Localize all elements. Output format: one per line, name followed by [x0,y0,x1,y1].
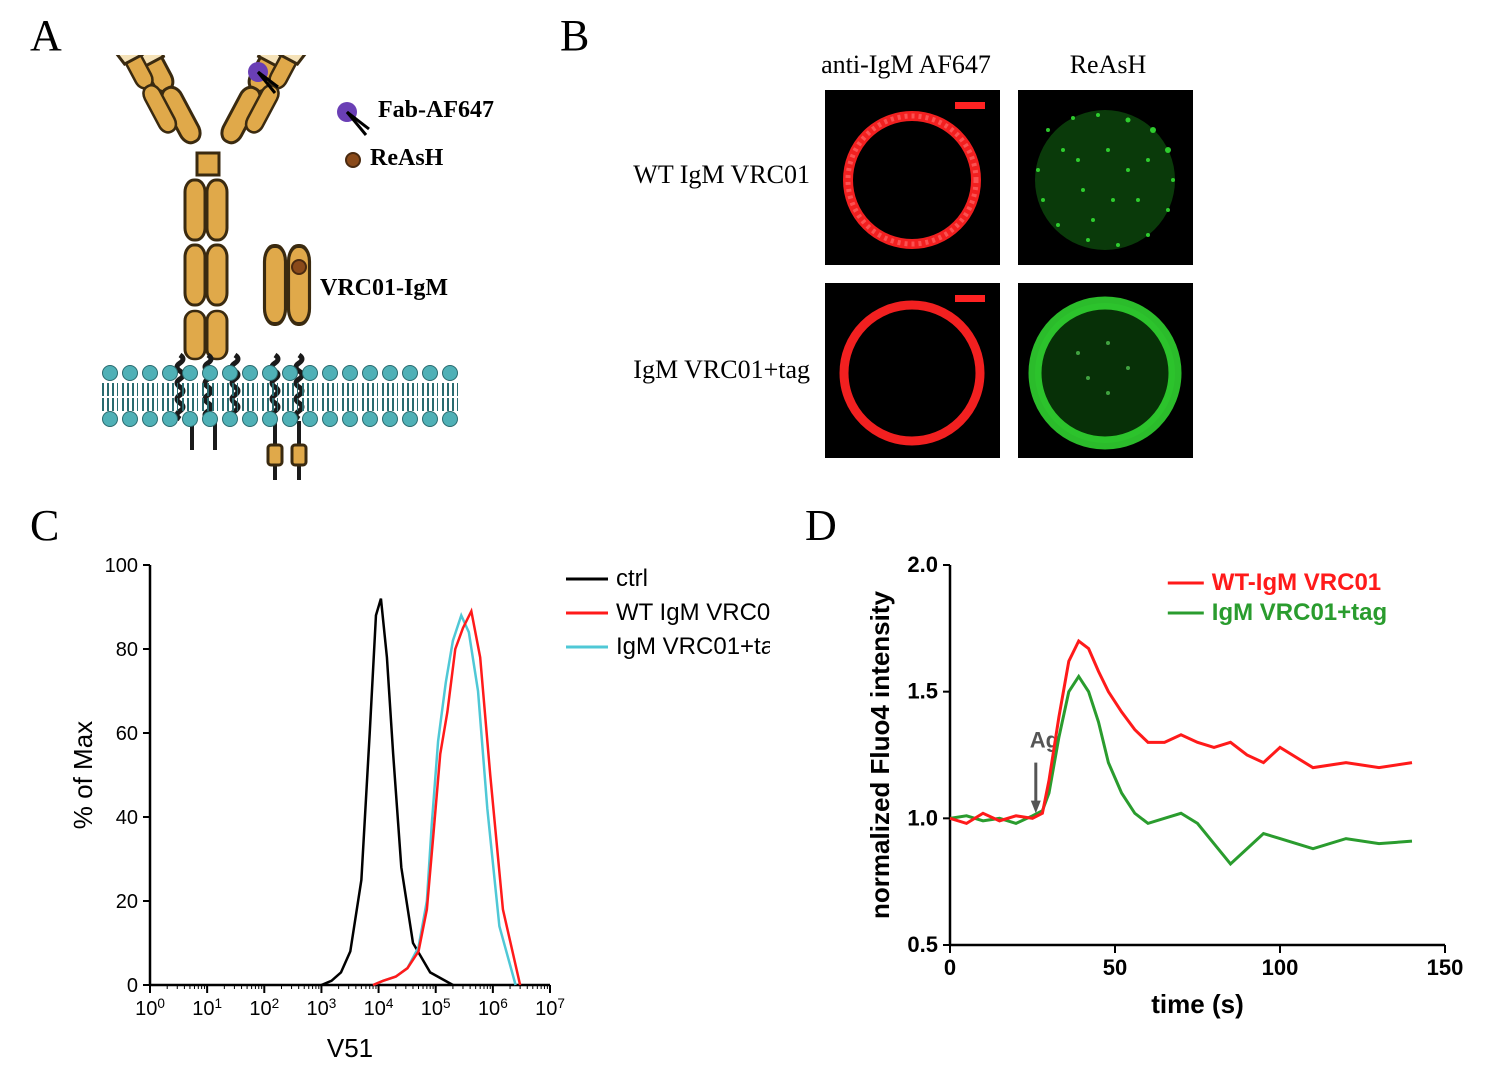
svg-text:102: 102 [249,996,279,1021]
svg-text:1.5: 1.5 [907,679,938,704]
svg-text:100: 100 [135,996,165,1021]
svg-text:0: 0 [127,975,138,997]
svg-text:0: 0 [944,955,956,980]
svg-text:WT IgM VRC01: WT IgM VRC01 [616,599,770,626]
svg-text:2.0: 2.0 [907,555,938,577]
svg-text:100: 100 [1262,955,1299,980]
label-reash: ReAsH [370,145,443,172]
panel-label-d: D [805,500,837,551]
col-header-af647: anti-IgM AF647 [811,50,1001,80]
svg-text:40: 40 [116,807,138,829]
svg-text:0.5: 0.5 [907,932,938,957]
svg-text:104: 104 [364,996,394,1021]
svg-text:normalized Fluo4 intensity: normalized Fluo4 intensity [865,590,895,918]
micro-wt-af647 [825,90,1000,265]
svg-text:V51: V51 [327,1033,373,1063]
row-label-wt: WT IgM VRC01 [590,160,810,190]
label-fab: Fab-AF647 [378,97,494,124]
svg-text:% of Max: % of Max [70,721,98,829]
svg-text:150: 150 [1427,955,1464,980]
histogram-chart: 0 20 40 60 80 100 100 101 102 103 104 105 106 107 V51%… [70,555,770,1075]
svg-text:50: 50 [1103,955,1127,980]
svg-text:IgM VRC01+tag: IgM VRC01+tag [1212,599,1387,626]
svg-text:105: 105 [421,996,451,1021]
svg-text:106: 106 [478,996,508,1021]
panel-label-c: C [30,500,59,551]
svg-text:ctrl: ctrl [616,565,648,592]
micro-tag-af647 [825,283,1000,458]
svg-text:20: 20 [116,891,138,913]
col-header-reash: ReAsH [1043,50,1173,80]
svg-text:107: 107 [535,996,565,1021]
svg-text:1.0: 1.0 [907,805,938,830]
micro-wt-reash [1018,90,1193,265]
svg-text:60: 60 [116,723,138,745]
membrane [102,365,472,410]
svg-text:time (s): time (s) [1151,989,1243,1019]
micro-tag-reash [1018,283,1193,458]
fluo4-chart: 0.5 1.0 1.5 2.0 0 50 100 150 time (s) normalized … [865,555,1465,1025]
svg-text:WT-IgM VRC01: WT-IgM VRC01 [1212,569,1381,596]
panel-label-b: B [560,10,589,61]
svg-text:101: 101 [192,996,222,1021]
label-vrc01: VRC01-IgM [320,275,448,302]
antibody-diagram: Fab-AF647 ReAsH VRC01-IgM [80,55,510,485]
svg-text:80: 80 [116,639,138,661]
svg-text:IgM VRC01+tag: IgM VRC01+tag [616,633,770,660]
svg-text:100: 100 [105,555,138,577]
svg-text:103: 103 [307,996,337,1021]
row-label-tag: IgM VRC01+tag [590,355,810,385]
panel-label-a: A [30,10,62,61]
